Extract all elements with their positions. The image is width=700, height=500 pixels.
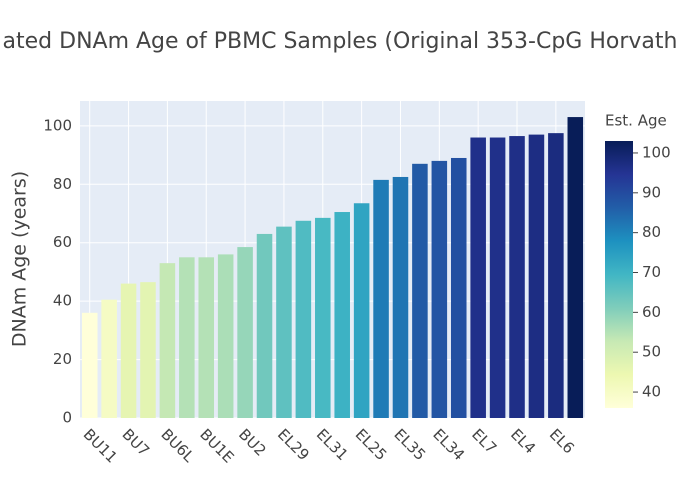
- x-tick-label: EL25: [352, 425, 391, 464]
- y-tick-label: 0: [62, 409, 72, 427]
- bar: [470, 137, 486, 418]
- x-tick-label: BU1E: [196, 425, 237, 466]
- bar: [217, 254, 234, 418]
- bar: [140, 282, 156, 418]
- bar: [431, 160, 448, 418]
- colorbar: [605, 141, 633, 408]
- bar: [450, 157, 467, 418]
- colorbar-title: Est. Age: [605, 112, 667, 130]
- x-tick-label: EL7: [468, 425, 500, 457]
- bar: [159, 263, 176, 418]
- bar: [276, 226, 292, 418]
- colorbar-tick-label: 70: [642, 263, 661, 281]
- colorbar-tick-label: 90: [642, 183, 661, 201]
- colorbar-tick-label: 40: [642, 383, 661, 401]
- bar: [256, 233, 273, 418]
- x-tick-label: BU11: [80, 425, 121, 466]
- bar: [392, 176, 409, 418]
- bar: [412, 163, 428, 418]
- bar: [528, 134, 545, 419]
- x-tick-label: EL29: [274, 425, 313, 464]
- y-tick-label: 100: [43, 116, 72, 134]
- x-tick-label: BU2: [235, 425, 270, 460]
- y-tick-label: 20: [53, 350, 72, 368]
- x-tick-label: EL35: [390, 425, 429, 464]
- bar: [81, 312, 98, 418]
- bar: [315, 217, 331, 418]
- bar: [509, 136, 525, 418]
- bar: [373, 179, 389, 418]
- y-tick-label: 60: [53, 233, 72, 251]
- bar: [567, 117, 584, 418]
- x-tick-label: EL6: [546, 425, 578, 457]
- x-tick-label: EL31: [313, 425, 352, 464]
- bar: [334, 212, 350, 418]
- bar: [120, 283, 137, 418]
- colorbar-tick-label: 80: [642, 223, 661, 241]
- x-tick-label: EL4: [507, 425, 539, 457]
- bar: [198, 257, 215, 418]
- colorbar-tick-label: 100: [642, 143, 671, 161]
- bar: [489, 137, 506, 418]
- x-tick-label: EL34: [429, 425, 468, 464]
- bar: [353, 203, 370, 418]
- colorbar-tick-label: 60: [642, 303, 661, 321]
- y-tick-label: 40: [53, 292, 72, 310]
- bar: [237, 247, 253, 418]
- x-tick-label: BU6L: [157, 425, 198, 466]
- chart-title: ated DNAm Age of PBMC Samples (Original …: [3, 29, 678, 54]
- y-tick-label: 80: [53, 175, 72, 193]
- bar: [179, 257, 195, 418]
- bar: [548, 133, 564, 418]
- x-tick-label: BU7: [119, 425, 154, 460]
- bar: [101, 299, 117, 418]
- bar: [295, 220, 312, 418]
- y-axis-title: DNAm Age (years): [9, 171, 31, 347]
- colorbar-tick-label: 50: [642, 343, 661, 361]
